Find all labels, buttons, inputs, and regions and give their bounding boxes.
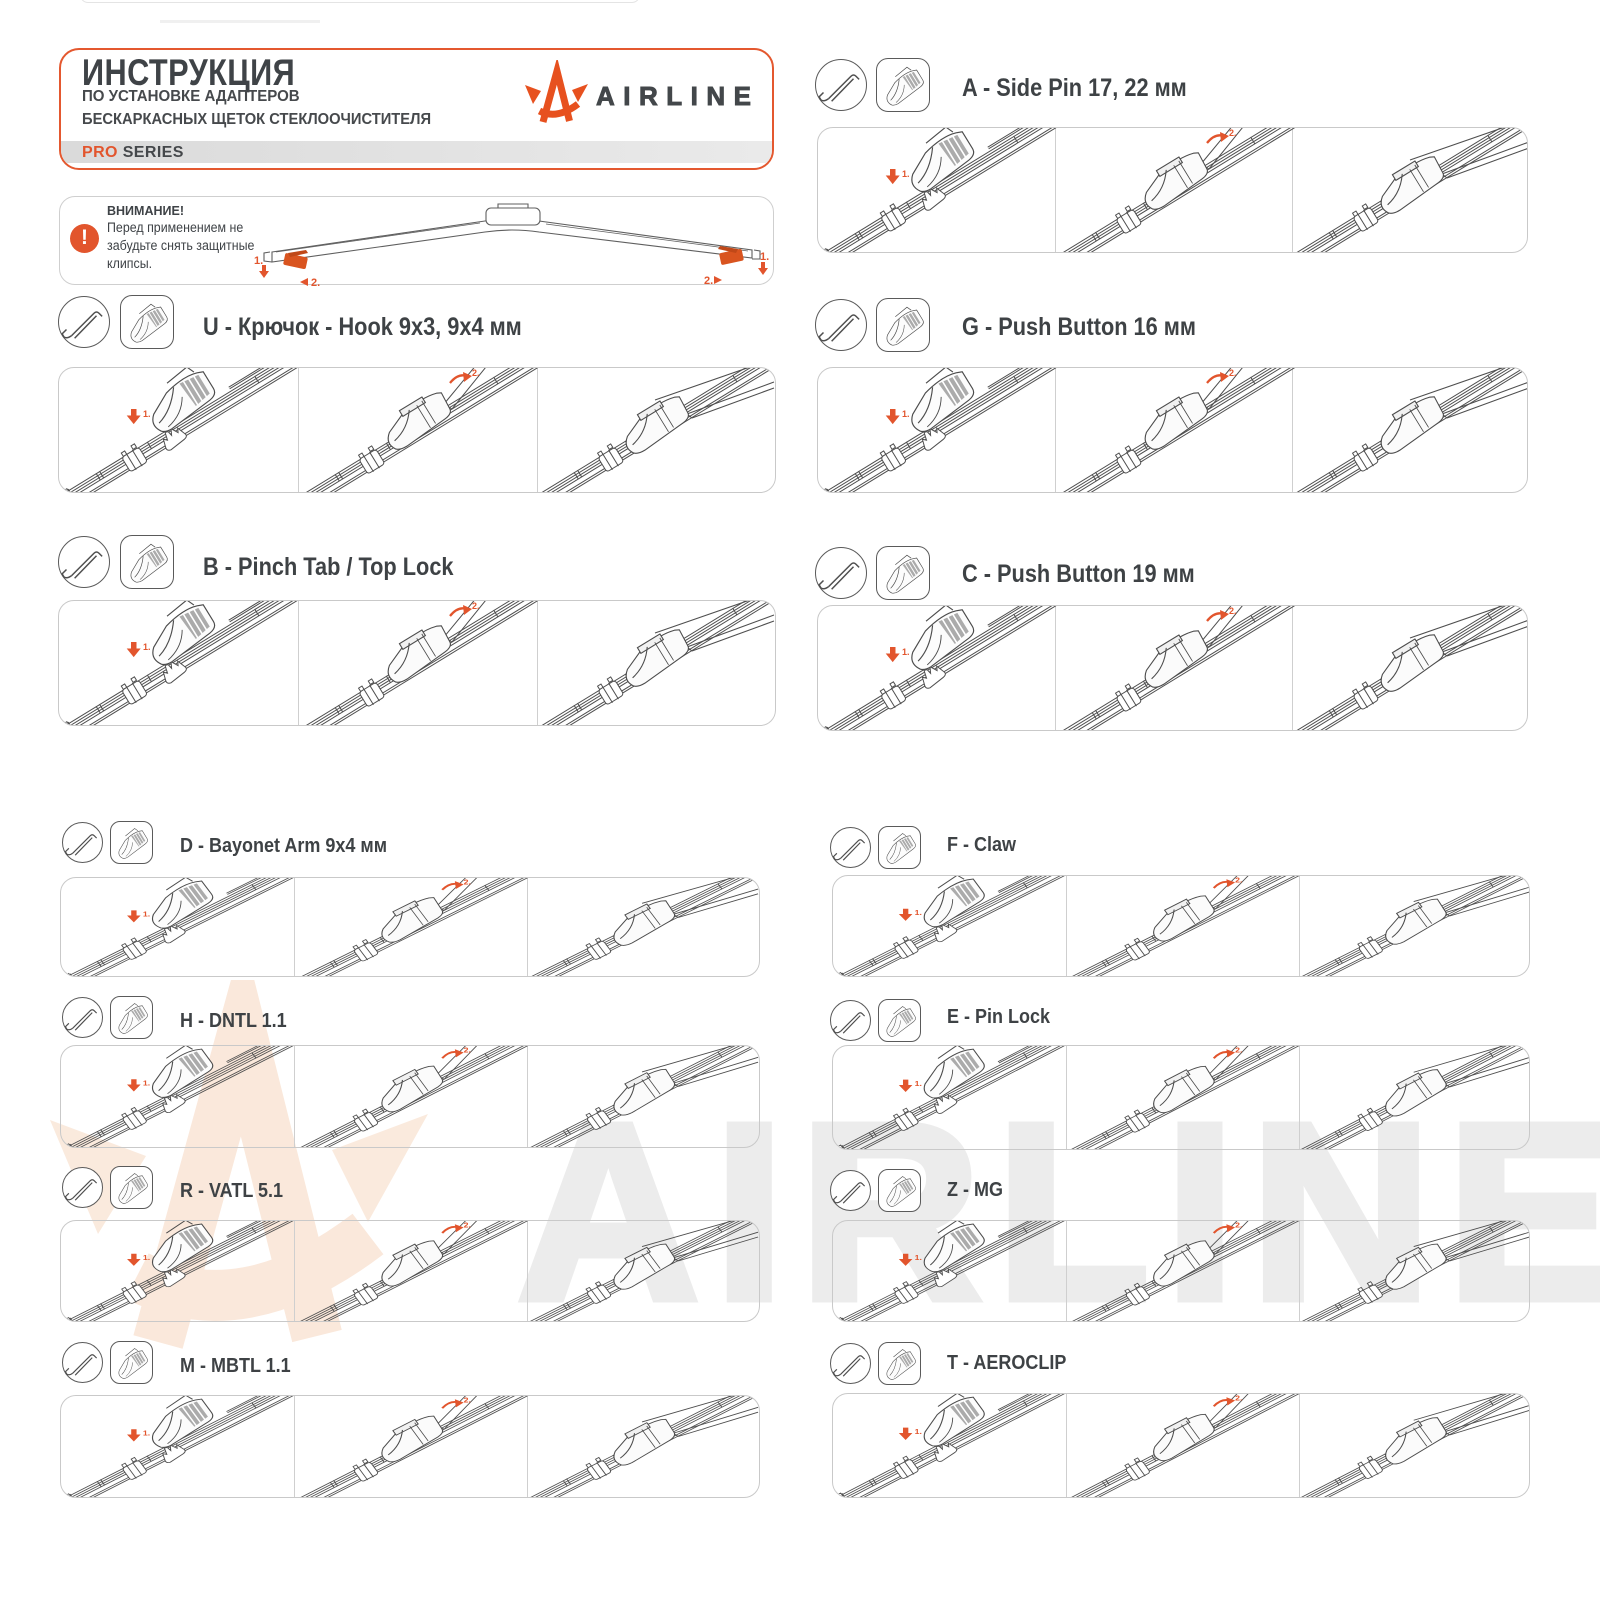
svg-text:1.: 1. [760,251,769,263]
svg-text:AIRLINE: AIRLINE [596,81,760,111]
svg-text:1.: 1. [254,255,263,267]
svg-text:2.: 2. [311,277,320,289]
svg-text:2.: 2. [704,275,713,287]
svg-text:AIRLINE: AIRLINE [518,1072,1600,1351]
